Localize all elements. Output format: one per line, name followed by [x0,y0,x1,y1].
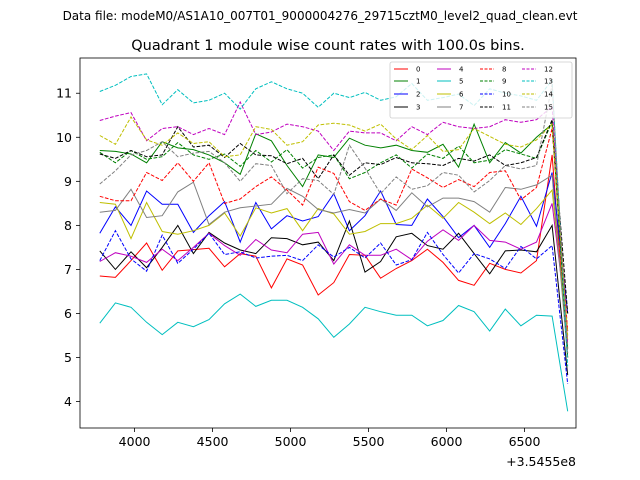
y-axis: 4 5 6 7 8 9 10 11 [56,86,80,409]
x-tick-label: 5500 [353,434,385,449]
x-axis: 4000 4500 5000 5500 6000 6500 [119,428,541,449]
y-tick-label: 5 [64,350,72,365]
y-tick-label: 11 [56,86,72,101]
legend-label-15: 15 [544,104,553,112]
series-line-3 [99,219,569,376]
series-line-5 [99,293,569,412]
chart-title: Quadrant 1 module wise count rates with … [131,38,525,54]
legend-label-10: 10 [502,91,511,99]
chart-suptitle: Data file: modeM0/AS1A10_007T01_90000042… [63,9,578,23]
legend-label-13: 13 [544,78,553,86]
legend-label-4: 4 [459,66,464,74]
y-tick-label: 9 [64,174,72,189]
series-line-7 [99,174,569,358]
plot-area [80,58,576,428]
legend-label-5: 5 [459,78,463,86]
y-tick-label: 4 [64,394,72,409]
legend-label-8: 8 [502,66,506,74]
legend-label-7: 7 [459,104,463,112]
y-tick-label: 10 [56,130,72,145]
series-line-12 [99,100,569,345]
series-line-15 [99,84,569,354]
x-tick-label: 5000 [275,434,307,449]
legend-label-3: 3 [416,104,420,112]
x-tick-label: 4500 [197,434,229,449]
legend-box [389,61,573,119]
x-offset-label: +3.5455e8 [506,454,576,469]
y-tick-label: 6 [64,306,72,321]
plot-frame [79,57,577,429]
x-tick-label: 4000 [119,434,151,449]
x-tick-label: 6000 [431,434,463,449]
legend-label-9: 9 [502,78,506,86]
legend-label-11: 11 [502,104,511,112]
legend-label-12: 12 [544,66,553,74]
series-line-1 [99,122,569,349]
series-layer [99,73,569,412]
series-line-10 [99,229,569,385]
series-line-6 [99,188,569,340]
legend-label-14: 14 [544,91,553,99]
x-tick-label: 6500 [509,434,541,449]
y-tick-label: 7 [64,262,72,277]
legend-label-6: 6 [459,91,464,99]
legend-label-1: 1 [416,78,420,86]
axes-layer [79,57,577,429]
series-line-11 [99,119,569,314]
series-line-8 [99,128,569,332]
legend-label-2: 2 [416,91,420,99]
series-line-0 [99,154,569,358]
series-line-4 [99,203,569,332]
y-tick-label: 8 [64,218,72,233]
series-line-14 [99,116,569,336]
legend-label-0: 0 [416,66,420,74]
